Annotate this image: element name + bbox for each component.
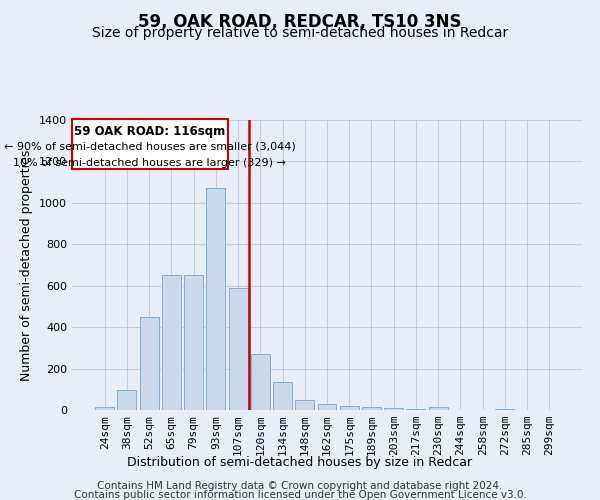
- Text: Size of property relative to semi-detached houses in Redcar: Size of property relative to semi-detach…: [92, 26, 508, 40]
- Bar: [362, 407, 381, 410]
- Bar: [162, 276, 181, 410]
- Text: 59 OAK ROAD: 116sqm: 59 OAK ROAD: 116sqm: [74, 125, 226, 138]
- Text: ← 90% of semi-detached houses are smaller (3,044): ← 90% of semi-detached houses are smalle…: [4, 142, 296, 152]
- Bar: [206, 188, 225, 410]
- Text: Contains public sector information licensed under the Open Government Licence v3: Contains public sector information licen…: [74, 490, 526, 500]
- Bar: [295, 400, 314, 410]
- Bar: [496, 409, 514, 410]
- Bar: [406, 409, 425, 410]
- Bar: [251, 354, 270, 410]
- Bar: [429, 407, 448, 410]
- Bar: [184, 276, 203, 410]
- FancyBboxPatch shape: [72, 118, 227, 169]
- Bar: [340, 406, 359, 410]
- Bar: [317, 404, 337, 410]
- Text: Contains HM Land Registry data © Crown copyright and database right 2024.: Contains HM Land Registry data © Crown c…: [97, 481, 503, 491]
- Y-axis label: Number of semi-detached properties: Number of semi-detached properties: [20, 150, 34, 380]
- Bar: [384, 408, 403, 410]
- Text: 59, OAK ROAD, REDCAR, TS10 3NS: 59, OAK ROAD, REDCAR, TS10 3NS: [138, 12, 462, 30]
- Bar: [118, 390, 136, 410]
- Bar: [95, 407, 114, 410]
- Bar: [140, 317, 158, 410]
- Bar: [229, 288, 248, 410]
- Text: 10% of semi-detached houses are larger (329) →: 10% of semi-detached houses are larger (…: [13, 158, 286, 168]
- Text: Distribution of semi-detached houses by size in Redcar: Distribution of semi-detached houses by …: [127, 456, 473, 469]
- Bar: [273, 382, 292, 410]
